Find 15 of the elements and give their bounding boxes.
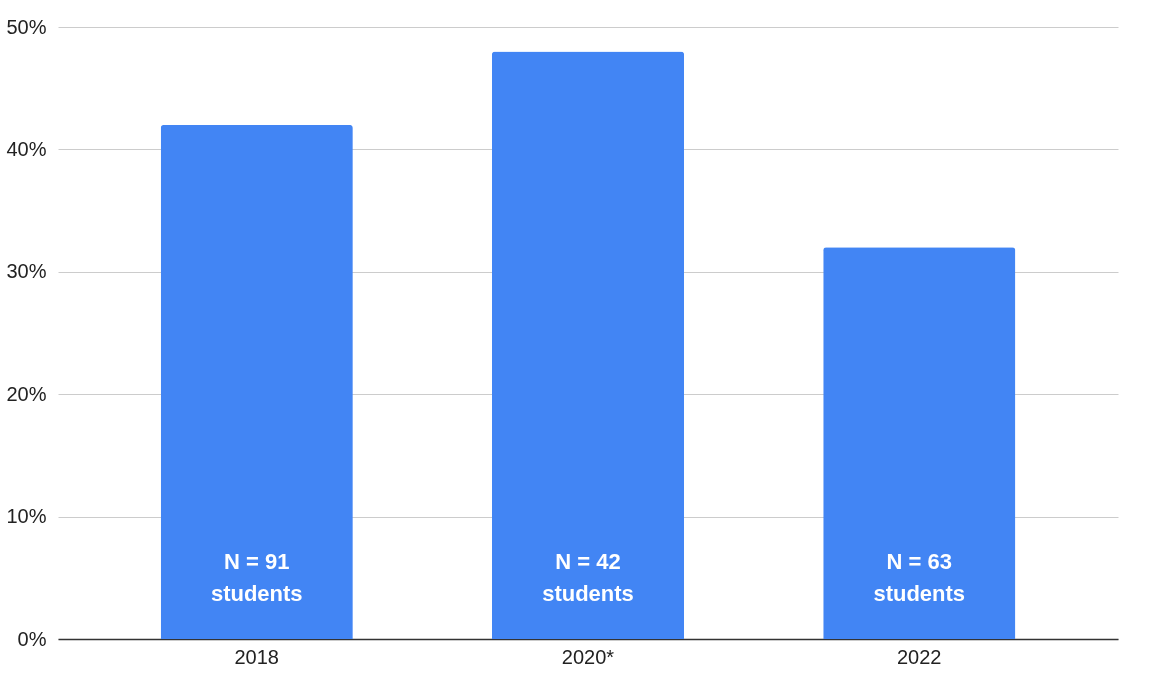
annotation: N = 42 students (542, 549, 634, 606)
bar (491, 51, 685, 639)
y-tick-label: 20% (6, 382, 47, 405)
y-tick-label: 50% (6, 15, 47, 38)
x-tick-label: 2018 (234, 645, 279, 668)
y-tick-label: 10% (6, 505, 47, 528)
y-tick-label: 30% (6, 260, 47, 283)
bar (160, 124, 353, 639)
x-tick-label: 2020* (561, 645, 615, 668)
bar (823, 247, 1016, 639)
y-tick-label: 40% (6, 137, 47, 160)
x-tick-label: 2022 (897, 645, 942, 668)
y-tick-label: 0% (17, 627, 47, 650)
annotation: N = 91 students (210, 549, 303, 606)
annotation: N = 63 students (873, 549, 966, 606)
